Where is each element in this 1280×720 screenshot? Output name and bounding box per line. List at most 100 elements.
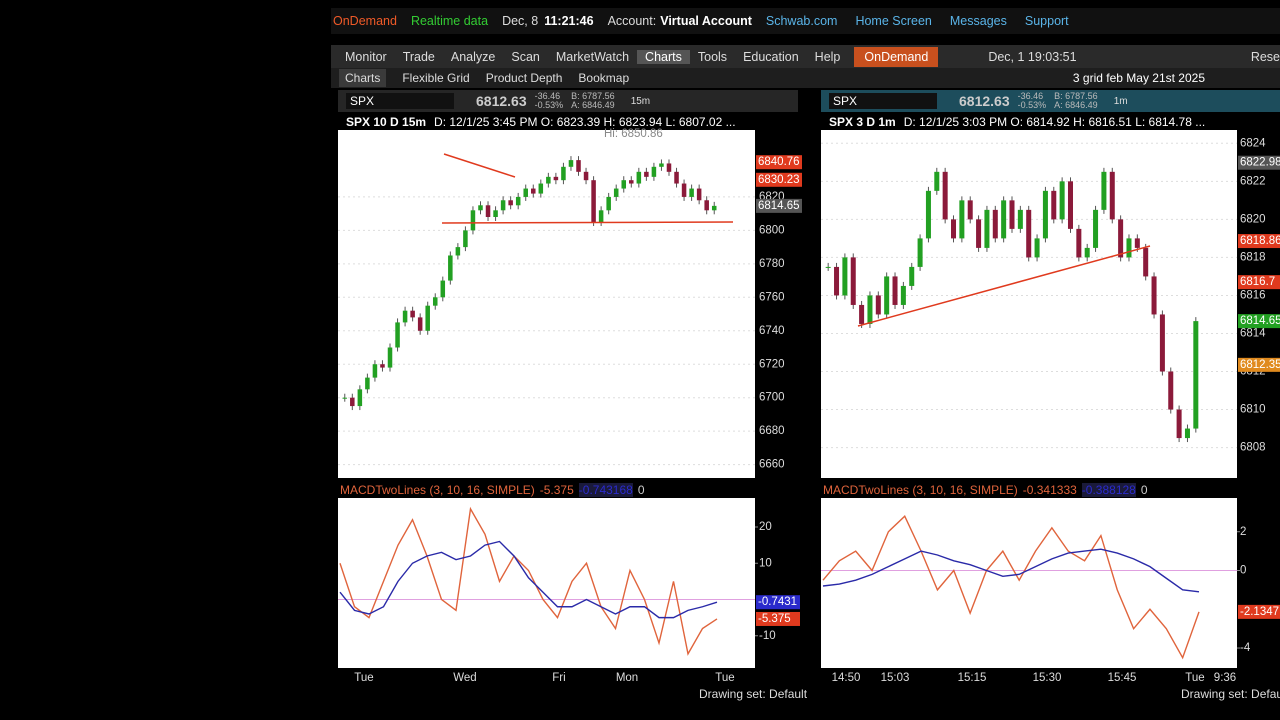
candle — [1034, 238, 1040, 258]
toolbar-tab[interactable]: Charts — [339, 69, 387, 87]
candle — [942, 171, 948, 220]
macd-line — [339, 540, 718, 619]
candle — [500, 200, 506, 211]
toolbar-tab[interactable]: Flexible Grid — [402, 71, 470, 85]
candle — [463, 230, 468, 248]
x-tick-label: 9:36 — [1214, 672, 1236, 684]
y-tick-label: -10 — [759, 630, 776, 642]
toolbar: Charts Flexible Grid Product Depth Bookmap 3… — [331, 68, 1280, 88]
candle — [867, 295, 873, 324]
candle — [425, 305, 430, 331]
candle — [546, 176, 551, 184]
x-tick-label: Mon — [616, 672, 638, 684]
candle — [402, 310, 408, 323]
menu-tab[interactable]: MarketWatch — [555, 49, 630, 64]
y-tick-label: 6740 — [759, 325, 785, 337]
menu-tab[interactable]: Tools — [697, 49, 728, 64]
symbol-box[interactable]: SPX — [346, 93, 454, 109]
price-tag — [1238, 314, 1280, 329]
y-tick-label: 6780 — [759, 258, 785, 270]
replay-time: Dec, 1 19:03:51 — [988, 49, 1077, 64]
links: Schwab.com Home Screen Messages Support — [766, 14, 1069, 28]
y-tick-label: 6816 — [1240, 289, 1266, 301]
candle — [606, 196, 611, 211]
chart-info: SPX 3 D 1m D: 12/1/25 3:03 PM O: 6814.92 … — [821, 113, 1237, 130]
candle — [674, 171, 679, 184]
drawing-set[interactable]: Drawing set: Default — [699, 687, 808, 701]
bid-ask: B: 6787.56 A: 6846.49 — [571, 92, 615, 110]
macd-line — [822, 548, 1200, 593]
price-tag — [756, 155, 802, 170]
y-tick-label: -4 — [1240, 642, 1251, 654]
drawing-set[interactable]: Drawing set: Default — [1181, 687, 1280, 701]
candle — [636, 171, 642, 184]
candle — [1126, 238, 1132, 258]
candle — [538, 183, 544, 194]
trend-line[interactable] — [857, 245, 1151, 327]
last-price: 6812.63 — [476, 93, 527, 109]
toolbar-tab[interactable]: Product Depth — [485, 71, 563, 85]
symbol-box[interactable]: SPX — [829, 93, 937, 109]
price-tag — [1238, 357, 1280, 372]
price-tag-label: 6814.65 — [758, 200, 800, 212]
candle — [875, 295, 881, 315]
y-tick-label: 6720 — [759, 358, 785, 370]
change-pct: -0.53% — [1017, 100, 1047, 110]
macd-line — [822, 515, 1200, 660]
menu-tab[interactable]: Scan — [511, 49, 540, 64]
macd-header: MACDTwoLines (3, 10, 16, SIMPLE) -5.375 -0… — [338, 481, 755, 498]
toolbar-tab[interactable]: Bookmap — [578, 71, 630, 85]
ask: A: 6846.49 — [1054, 100, 1098, 110]
menu-bar: Monitor Trade Analyze Scan MarketWatch Charts… — [331, 45, 1280, 68]
menu-tab[interactable]: Education — [743, 49, 799, 64]
candle — [992, 209, 998, 239]
menu-tab[interactable]: Help — [814, 49, 841, 64]
top-link[interactable]: Messages — [949, 14, 1007, 28]
y-tick-label: 6808 — [1240, 442, 1266, 454]
realtime-label: Realtime data — [410, 14, 489, 28]
period[interactable]: 15m — [630, 95, 651, 107]
ondemand-label[interactable]: OnDemand — [333, 14, 397, 28]
candle — [900, 285, 906, 305]
trend-line[interactable] — [443, 153, 516, 178]
trend-line[interactable] — [441, 221, 734, 224]
macd-label: MACDTwoLines (3, 10, 16, SIMPLE) — [340, 482, 535, 497]
reset-button[interactable]: Rese — [1250, 49, 1280, 64]
candle — [659, 163, 664, 167]
candle — [357, 389, 363, 407]
candle — [417, 317, 423, 331]
candle — [925, 190, 931, 239]
menu-tab[interactable]: Analyze — [450, 49, 496, 64]
menu-tab[interactable]: Monitor — [345, 49, 387, 64]
ohlc-info: D: 12/1/25 3:45 PM O: 6823.39 H: 6823.94… — [434, 114, 736, 129]
top-link[interactable]: Support — [1024, 14, 1069, 28]
x-tick-label: 15:30 — [1033, 672, 1062, 684]
y-tick-label: 6818 — [1240, 251, 1266, 263]
macd-tag-label: -0.7431 — [758, 596, 797, 608]
y-tick-label: 20 — [759, 521, 772, 533]
x-tick-label: 14:50 — [832, 672, 861, 684]
candle — [531, 188, 536, 194]
account[interactable]: Virtual Account — [660, 14, 752, 28]
macd-panel — [821, 498, 1237, 668]
menu-tab[interactable]: Trade — [402, 49, 435, 64]
y-tick-label: 2 — [1240, 526, 1246, 538]
candle — [892, 276, 898, 305]
x-tick-label: Tue — [354, 672, 373, 684]
ondemand-button[interactable]: OnDemand — [854, 46, 939, 67]
y-tick-label: 6810 — [1240, 404, 1266, 416]
top-link[interactable]: Home Screen — [855, 14, 932, 28]
candle — [666, 163, 672, 172]
candle — [613, 188, 619, 197]
macd-line — [339, 506, 718, 656]
menu-tab[interactable]: Charts — [637, 49, 690, 64]
candle — [621, 180, 627, 189]
candle — [553, 176, 559, 181]
period[interactable]: 1m — [1113, 95, 1128, 107]
price-tag-label: 6816.7 — [1240, 276, 1275, 288]
x-tick-label: Tue — [715, 672, 734, 684]
macd-tag — [1238, 604, 1280, 619]
candle — [681, 183, 687, 197]
top-link[interactable]: Schwab.com — [765, 14, 838, 28]
